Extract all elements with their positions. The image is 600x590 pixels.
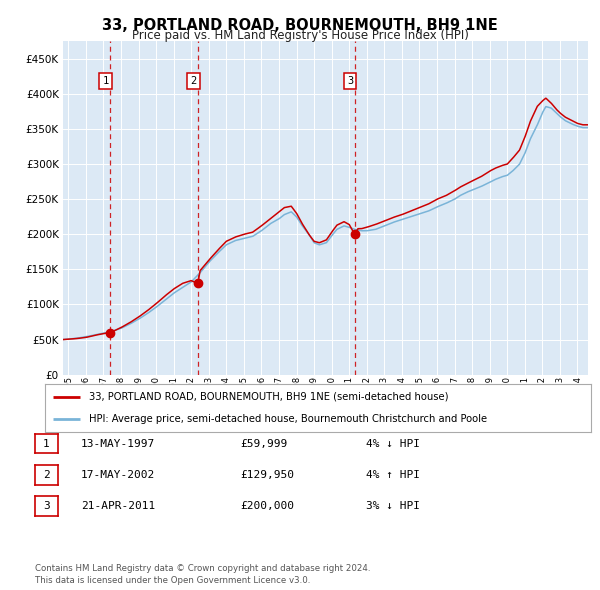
Text: 3: 3 — [347, 76, 353, 86]
Text: 21-APR-2011: 21-APR-2011 — [81, 502, 155, 511]
Text: £129,950: £129,950 — [240, 470, 294, 480]
Text: 33, PORTLAND ROAD, BOURNEMOUTH, BH9 1NE: 33, PORTLAND ROAD, BOURNEMOUTH, BH9 1NE — [102, 18, 498, 32]
Text: 17-MAY-2002: 17-MAY-2002 — [81, 470, 155, 480]
Text: 4% ↑ HPI: 4% ↑ HPI — [366, 470, 420, 480]
Text: Contains HM Land Registry data © Crown copyright and database right 2024.
This d: Contains HM Land Registry data © Crown c… — [35, 564, 370, 585]
Text: 2: 2 — [190, 76, 197, 86]
Text: 4% ↓ HPI: 4% ↓ HPI — [366, 439, 420, 448]
Text: Price paid vs. HM Land Registry's House Price Index (HPI): Price paid vs. HM Land Registry's House … — [131, 30, 469, 42]
Text: 33, PORTLAND ROAD, BOURNEMOUTH, BH9 1NE (semi-detached house): 33, PORTLAND ROAD, BOURNEMOUTH, BH9 1NE … — [89, 392, 448, 402]
Text: £59,999: £59,999 — [240, 439, 287, 448]
Text: HPI: Average price, semi-detached house, Bournemouth Christchurch and Poole: HPI: Average price, semi-detached house,… — [89, 414, 487, 424]
Text: 1: 1 — [103, 76, 109, 86]
Text: 1: 1 — [43, 439, 50, 448]
Text: 2: 2 — [43, 470, 50, 480]
Text: £200,000: £200,000 — [240, 502, 294, 511]
Text: 3% ↓ HPI: 3% ↓ HPI — [366, 502, 420, 511]
Text: 3: 3 — [43, 502, 50, 511]
Text: 13-MAY-1997: 13-MAY-1997 — [81, 439, 155, 448]
